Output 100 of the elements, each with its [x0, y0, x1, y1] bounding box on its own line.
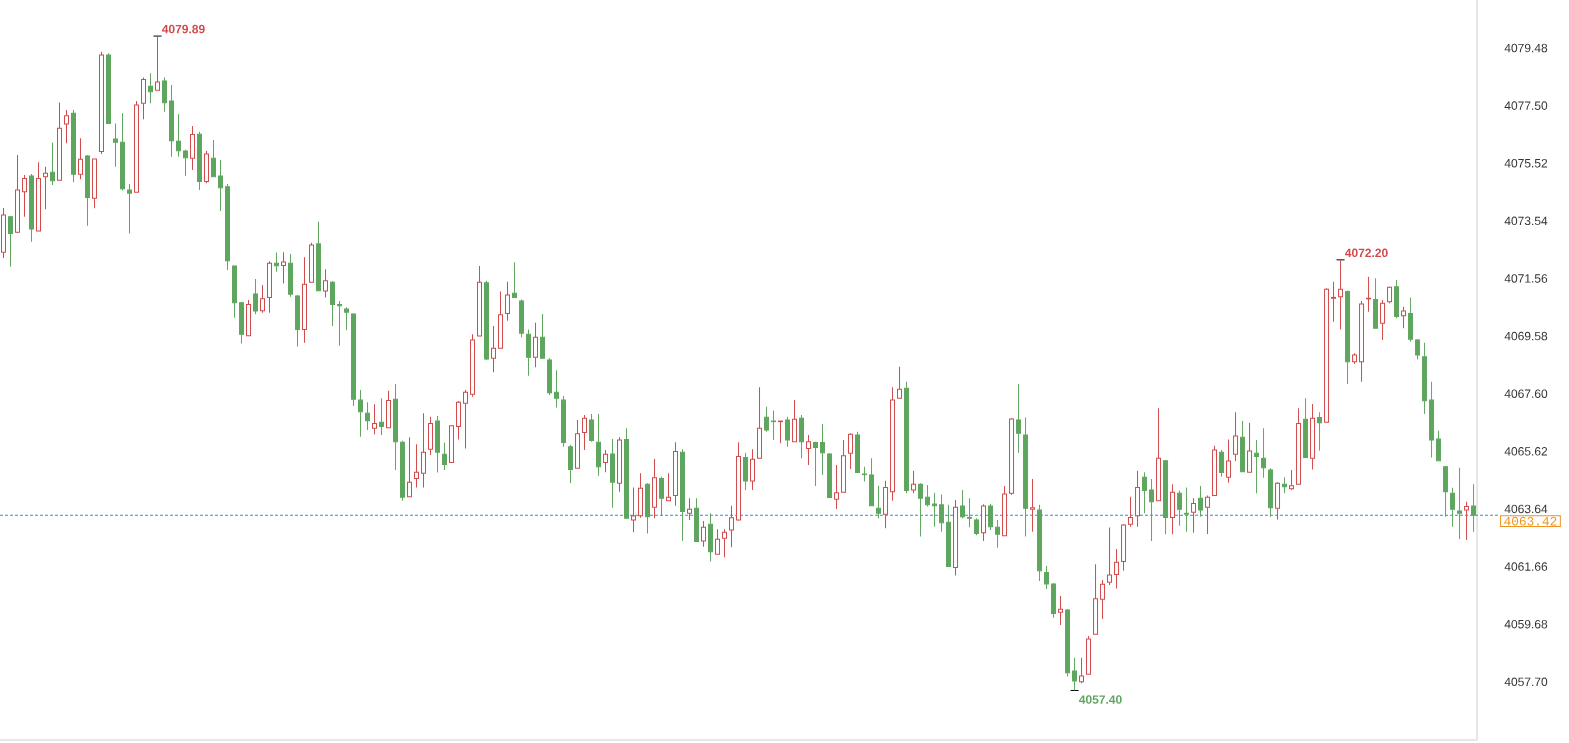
candlestick	[1268, 467, 1274, 518]
candlestick	[1317, 411, 1323, 452]
y-tick-label: 4057.70	[1504, 677, 1548, 687]
candlestick	[589, 413, 595, 442]
candlestick	[1254, 439, 1260, 494]
candlestick	[708, 512, 714, 563]
candlestick	[197, 131, 203, 191]
text: 4057.40	[1078, 695, 1122, 704]
candlestick	[1471, 483, 1477, 533]
candlestick	[995, 519, 1001, 549]
candlestick	[267, 260, 273, 314]
y-tick-label: 4067.60	[1504, 389, 1548, 398]
candlestick	[953, 499, 959, 577]
candlestick	[1191, 497, 1197, 534]
candlestick	[673, 441, 679, 507]
candlestick	[1457, 467, 1463, 540]
candlestick	[85, 155, 91, 227]
candlestick	[1135, 470, 1141, 528]
candlestick	[1163, 460, 1169, 535]
candlestick	[260, 284, 266, 314]
candlestick	[113, 122, 119, 168]
candlestick	[127, 183, 133, 234]
y-tick-label: 4079.48	[1504, 43, 1548, 53]
text: 4072.20	[1345, 248, 1388, 258]
candlestick	[365, 401, 371, 431]
candlestick	[505, 281, 511, 322]
candlestick	[722, 528, 728, 558]
candlestick	[1352, 352, 1358, 365]
candlestick	[1079, 657, 1085, 683]
candlestick	[141, 76, 147, 120]
candlestick	[43, 166, 49, 210]
candlestick	[582, 414, 588, 451]
candlestick	[1464, 501, 1470, 541]
candlestick	[1149, 478, 1155, 542]
candlestick	[617, 436, 623, 493]
candlestick	[1408, 296, 1414, 343]
candlestick	[1023, 417, 1029, 538]
candlestick	[890, 386, 896, 502]
candlestick	[848, 433, 854, 470]
candlestick	[1443, 466, 1449, 518]
candlestick	[1184, 486, 1190, 533]
candlestick	[603, 449, 609, 473]
candlestick	[190, 125, 196, 171]
candlestick	[1037, 504, 1043, 582]
candlestick	[1016, 383, 1022, 454]
y-tick-label: 4075.52	[1504, 158, 1548, 168]
candlestick	[470, 333, 476, 398]
candlestick	[834, 464, 840, 510]
y-tick-label: 4077.50	[1504, 101, 1548, 110]
candlestick	[176, 113, 182, 158]
candlestick	[379, 397, 385, 436]
y-tick-label: 4065.62	[1504, 447, 1548, 456]
candlestick	[1114, 548, 1120, 589]
candlestick	[533, 322, 539, 368]
candlestick	[22, 174, 28, 218]
candlestick	[8, 216, 13, 268]
candlestick	[183, 150, 189, 177]
candlestick	[1128, 496, 1134, 528]
y-tick-label: 4061.66	[1504, 562, 1548, 571]
candlestick	[358, 389, 364, 438]
candlestick	[729, 505, 735, 548]
y-tick-label: 4071.56	[1504, 274, 1548, 283]
candlestick	[169, 84, 175, 158]
candlestick	[526, 328, 532, 377]
candlestick	[806, 434, 812, 466]
candlestick	[491, 325, 497, 373]
candlestick	[1065, 609, 1071, 678]
candlestick	[932, 492, 938, 528]
ref-line-label: 4063.42	[1504, 516, 1557, 526]
y-tick-label: 4073.54	[1504, 216, 1548, 226]
candlestick	[1310, 403, 1316, 470]
candlestick	[981, 503, 987, 542]
candlestick	[50, 142, 56, 186]
candlestick	[771, 410, 777, 441]
candlestick	[1051, 583, 1057, 619]
candlestick	[1170, 483, 1176, 535]
y-tick-label: 4059.68	[1504, 619, 1548, 629]
candlestick	[1331, 281, 1337, 323]
candlestick	[1142, 471, 1148, 514]
candlestick	[1261, 427, 1267, 479]
candlestick	[988, 503, 994, 531]
candlestick	[456, 401, 462, 440]
candlestick	[1401, 306, 1407, 329]
candlestick	[799, 414, 805, 459]
candlestick	[435, 415, 441, 474]
candlestick	[813, 442, 819, 487]
candlestick	[1429, 381, 1435, 458]
candlestick	[918, 483, 924, 538]
candlestick	[820, 423, 826, 476]
candlestick	[1345, 291, 1351, 385]
candlestick	[680, 448, 686, 542]
candlestick	[281, 251, 287, 284]
candlestick	[631, 486, 637, 533]
candlestick	[330, 281, 336, 327]
candlestick	[652, 458, 658, 519]
candlestick	[225, 183, 231, 271]
candlestick	[148, 72, 154, 104]
candlestick	[862, 466, 868, 483]
candlestick	[1121, 524, 1127, 572]
candlestick	[638, 472, 644, 519]
